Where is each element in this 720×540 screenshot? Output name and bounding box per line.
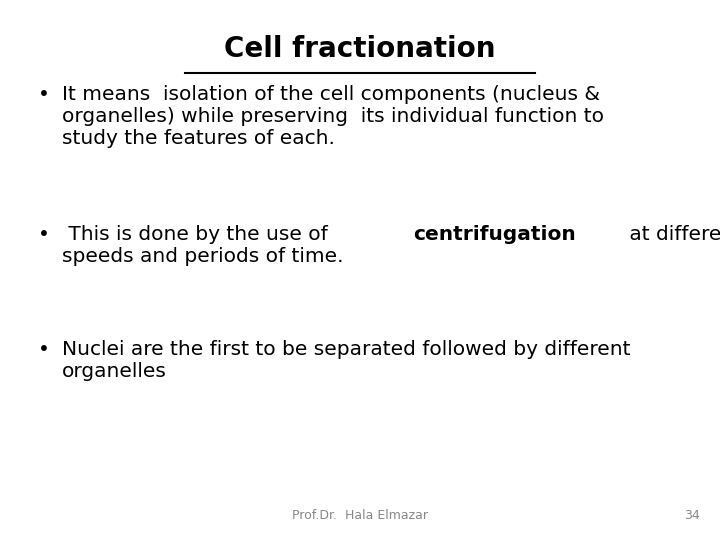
Text: study the features of each.: study the features of each. — [62, 129, 335, 148]
Text: speeds and periods of time.: speeds and periods of time. — [62, 247, 343, 266]
Text: Nuclei are the first to be separated followed by different: Nuclei are the first to be separated fol… — [62, 340, 631, 359]
Text: •: • — [38, 85, 50, 104]
Text: centrifugation: centrifugation — [413, 225, 576, 244]
Text: This is done by the use of: This is done by the use of — [62, 225, 334, 244]
Text: organelles: organelles — [62, 362, 167, 381]
Text: 34: 34 — [684, 509, 700, 522]
Text: It means  isolation of the cell components (nucleus &: It means isolation of the cell component… — [62, 85, 600, 104]
Text: Prof.Dr.  Hala Elmazar: Prof.Dr. Hala Elmazar — [292, 509, 428, 522]
Text: Cell fractionation: Cell fractionation — [224, 35, 496, 63]
Text: •: • — [38, 225, 50, 244]
Text: at different: at different — [623, 225, 720, 244]
Text: organelles) while preserving  its individual function to: organelles) while preserving its individ… — [62, 107, 604, 126]
Text: •: • — [38, 340, 50, 359]
